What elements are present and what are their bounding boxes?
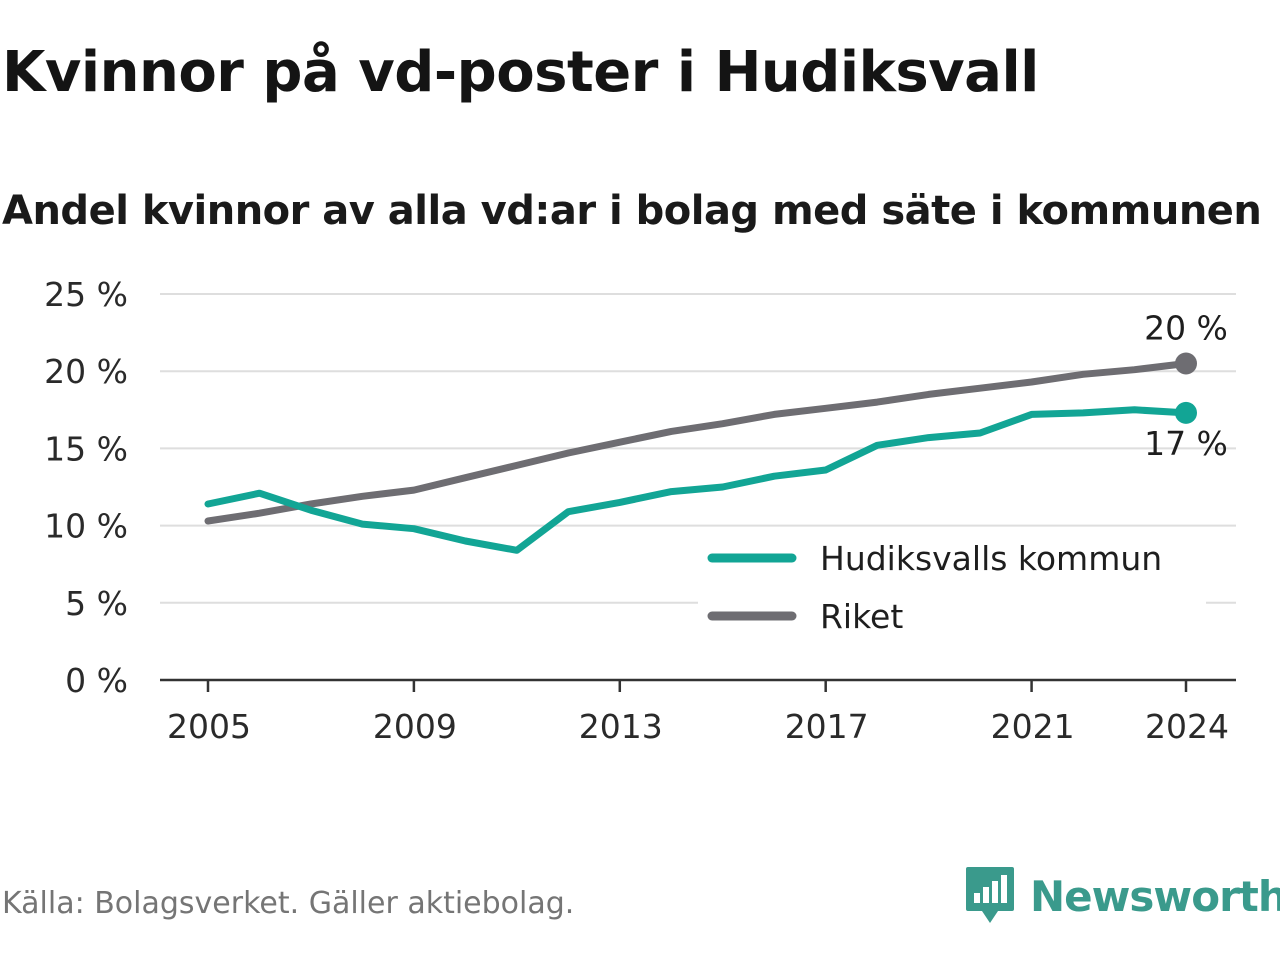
x-tick-label: 2024 bbox=[1145, 707, 1229, 746]
end-label-riket: 20 % bbox=[1144, 308, 1228, 347]
x-tick-label: 2021 bbox=[991, 707, 1075, 746]
y-tick-label: 10 % bbox=[44, 507, 128, 546]
x-tick-label: 2005 bbox=[167, 707, 251, 746]
y-tick-label: 15 % bbox=[44, 429, 128, 468]
legend-background bbox=[698, 528, 1206, 604]
y-tick-label: 25 % bbox=[44, 275, 128, 314]
source-note: Källa: Bolagsverket. Gäller aktiebolag. bbox=[2, 886, 575, 921]
axes: 0 % 5 % 10 % 15 % 20 % 25 % 2005 2009 2013 2017 20… bbox=[44, 275, 1236, 746]
end-marker-kommun bbox=[1175, 401, 1197, 424]
x-tick-label: 2013 bbox=[579, 707, 663, 746]
series bbox=[204, 352, 1197, 554]
end-label-kommun: 17 % bbox=[1144, 424, 1228, 463]
newsworthy-chart-icon bbox=[966, 867, 1014, 923]
x-tick-label: 2017 bbox=[785, 707, 869, 746]
end-labels: 17 % 20 % bbox=[1144, 308, 1228, 462]
chart-subtitle: Andel kvinnor av alla vd:ar i bolag med … bbox=[2, 188, 1262, 234]
y-tick-label: 20 % bbox=[44, 352, 128, 391]
y-tick-label: 5 % bbox=[65, 584, 128, 623]
y-tick-label: 0 % bbox=[65, 661, 128, 700]
end-marker-riket bbox=[1175, 352, 1197, 375]
series-line-riket bbox=[204, 360, 1190, 525]
brand-name: Newsworthy bbox=[1030, 871, 1280, 921]
brand-logo: Newsworthy bbox=[964, 864, 1280, 928]
x-tick-label: 2009 bbox=[373, 707, 457, 746]
series-line-kommun bbox=[204, 406, 1190, 554]
legend: Hudiksvalls kommun Riket bbox=[698, 528, 1206, 636]
chart-title: Kvinnor på vd-poster i Hudiksvall bbox=[2, 40, 1039, 105]
legend-label-kommun: Hudiksvalls kommun bbox=[820, 539, 1162, 578]
legend-label-riket: Riket bbox=[820, 597, 903, 636]
